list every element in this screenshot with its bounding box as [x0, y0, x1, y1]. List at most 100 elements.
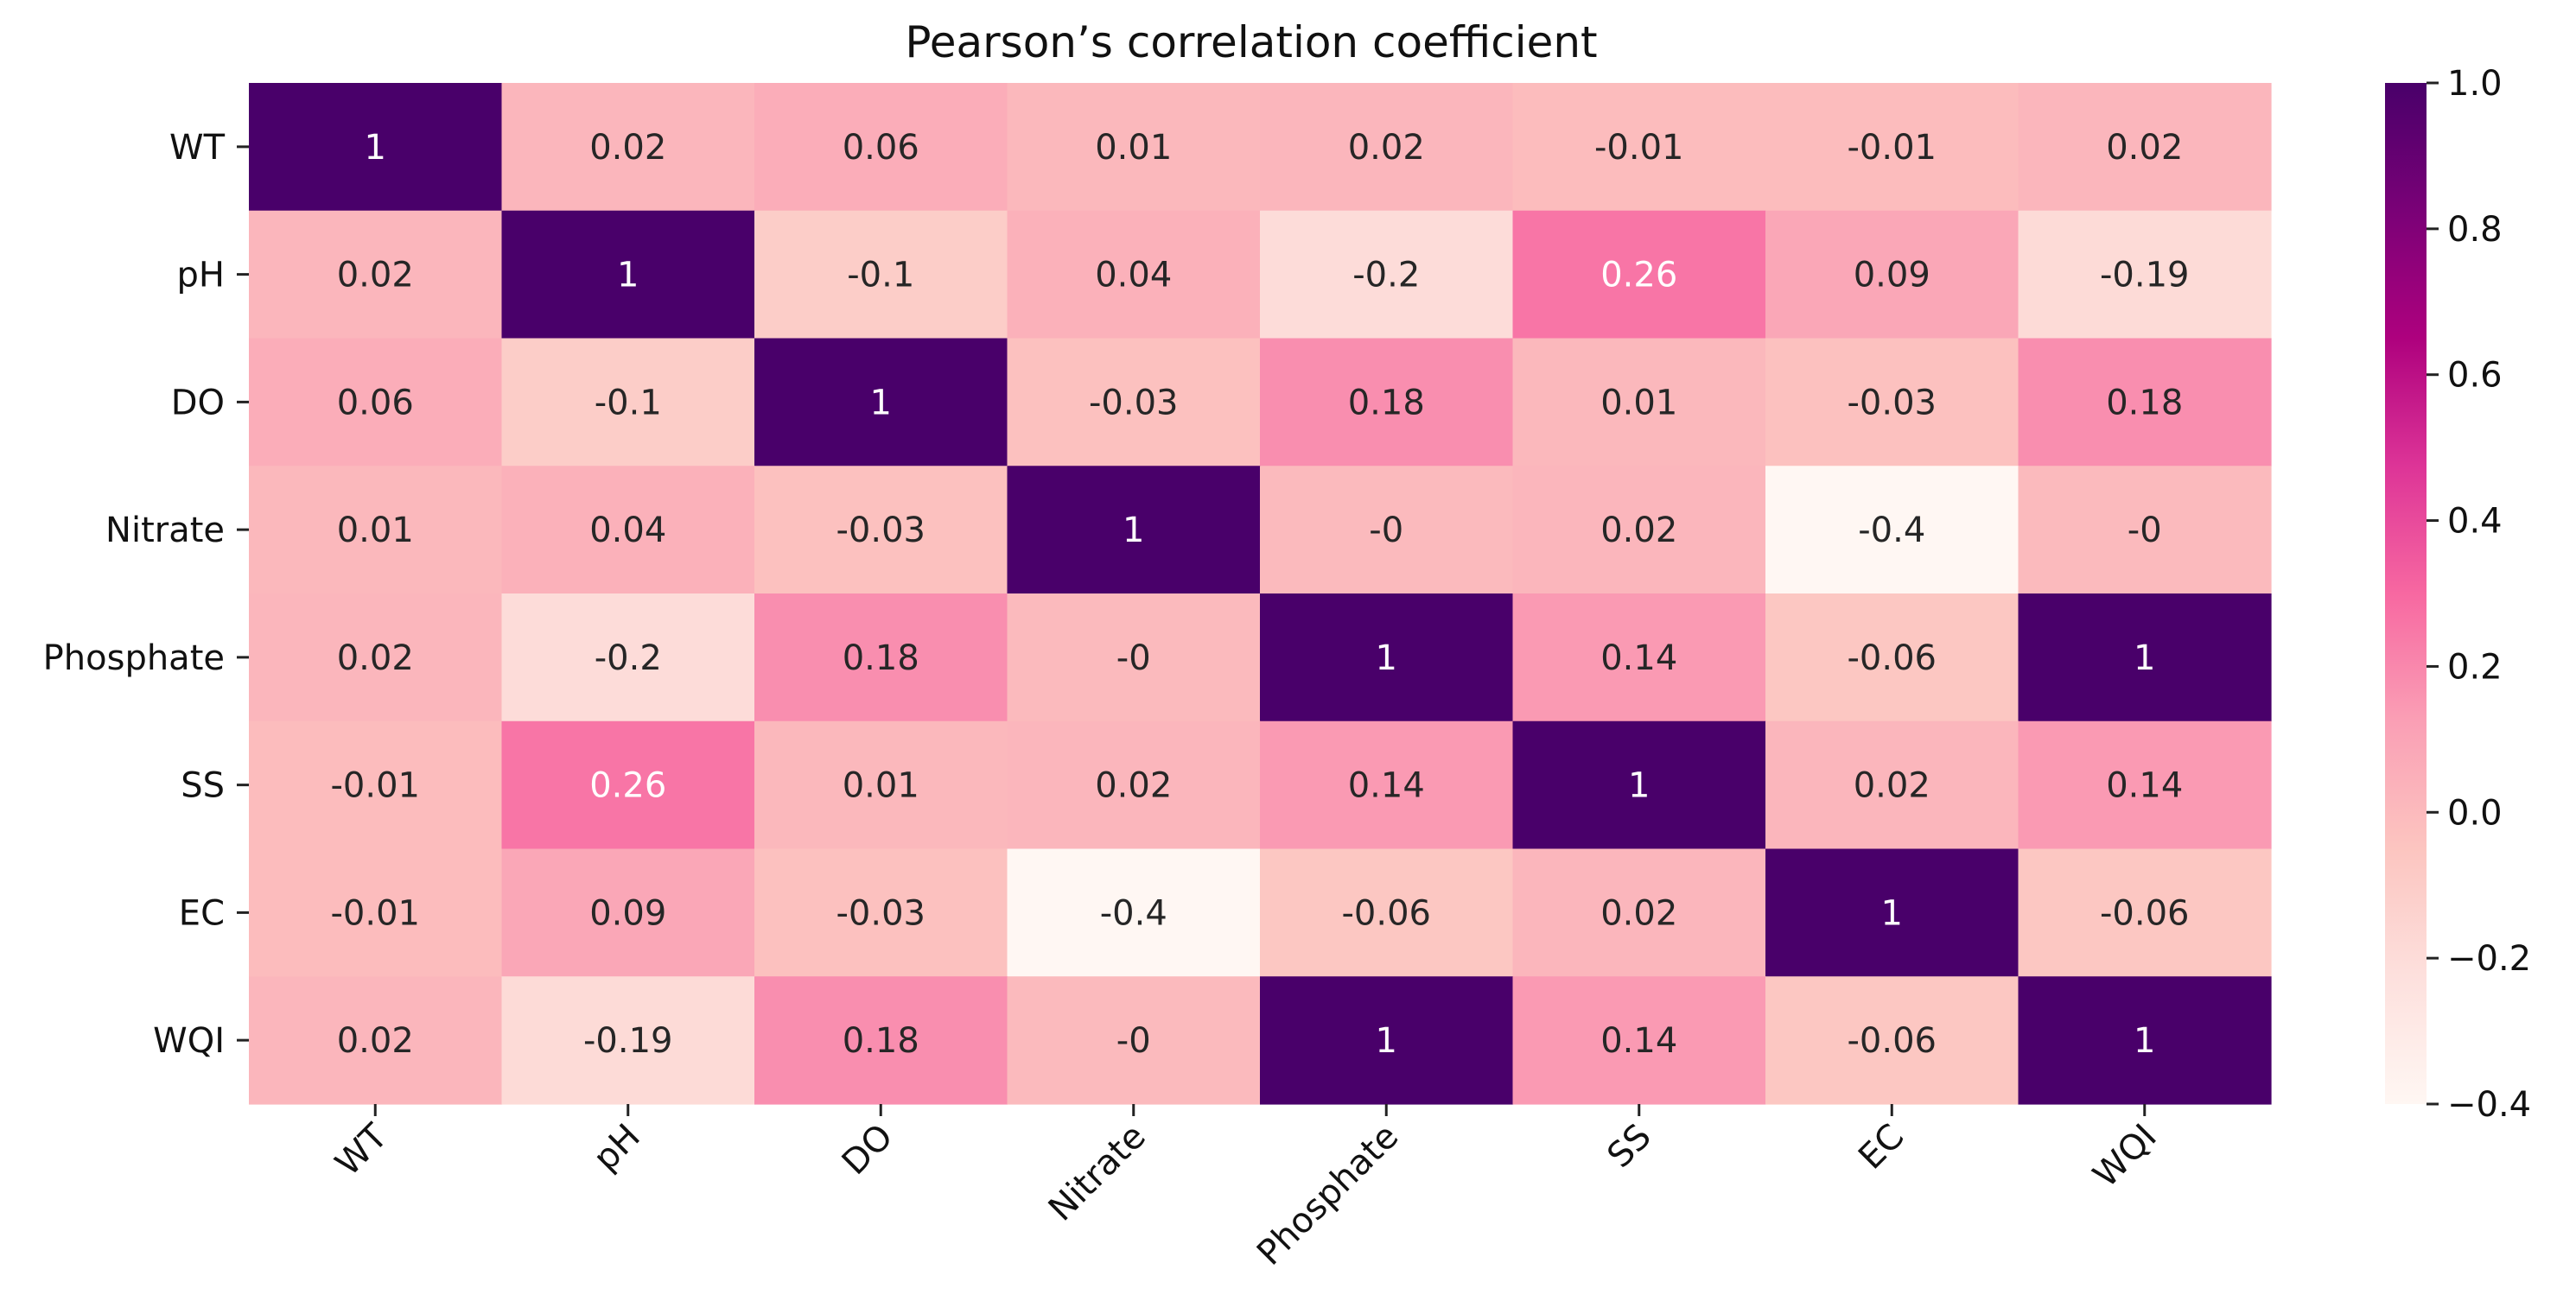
cell-annotation: 0.02: [1600, 511, 1677, 550]
cell-annotation: 0.02: [1854, 766, 1930, 806]
colorbar-tick-label: −0.2: [2447, 939, 2531, 979]
heatmap-cell: [754, 210, 1008, 340]
x-tick-label: Phosphate: [1250, 1117, 1406, 1273]
y-tick-label: Nitrate: [105, 511, 225, 550]
cell-annotations: 1 0.02 0.06 0.01 0.02 -0.01 -0.01 0.02 0.02 1 -0.1…: [331, 128, 2190, 1061]
y-tick-label: DO: [171, 383, 225, 422]
cell-annotation: -0.03: [1848, 383, 1937, 422]
cell-annotation: -0.2: [1352, 256, 1420, 295]
y-tick-label: WT: [169, 128, 226, 168]
colorbar-tick-label: 1.0: [2447, 64, 2503, 104]
heatmap-cell: [2018, 720, 2272, 850]
heatmap-cell: [754, 848, 1008, 977]
heatmap-cell: [1765, 210, 2019, 340]
cell-annotation: 1: [1123, 511, 1144, 550]
y-tick-label: EC: [179, 893, 225, 933]
heatmap-cell: [1260, 83, 1514, 212]
heatmap-cell: [249, 848, 503, 977]
heatmap-cell: [2018, 848, 2272, 977]
cell-annotation: 0.18: [2106, 383, 2183, 422]
colorbar-tick-label: 0.8: [2447, 210, 2503, 250]
x-tick-label: pH: [586, 1117, 648, 1179]
heatmap-cell: [249, 338, 503, 466]
colorbar-tick-label: 0.6: [2447, 356, 2503, 396]
colorbar-tick-label: −0.4: [2447, 1085, 2531, 1125]
cell-annotation: -0: [1369, 511, 1403, 550]
cell-annotation: -0.01: [1594, 128, 1684, 168]
x-tick-label: Nitrate: [1041, 1117, 1154, 1229]
y-axis: WT pH DO Nitrate Phosphate SS EC WQI: [43, 128, 249, 1061]
cell-annotation: 0.26: [1600, 256, 1677, 295]
cell-annotation: 0.18: [843, 1021, 919, 1061]
heatmap-cell: [1512, 720, 1766, 850]
cell-annotation: -0.1: [595, 383, 662, 422]
colorbar-tick-label: 0.2: [2447, 647, 2503, 687]
heatmap-cell: [2018, 338, 2272, 466]
heatmap-cell: [1007, 593, 1261, 722]
cell-annotation: 0.14: [1600, 638, 1677, 678]
heatmap-cell: [249, 210, 503, 340]
cell-annotation: -0.06: [1342, 893, 1432, 933]
heatmap-cell: [1765, 338, 2019, 466]
cell-annotation: 0.18: [843, 638, 919, 678]
cell-annotation: -0.06: [1848, 1021, 1937, 1061]
x-axis: WT pH DO Nitrate Phosphate SS EC WQI: [328, 1104, 2165, 1273]
heatmap-cell: [754, 466, 1008, 594]
cell-annotation: -0.01: [331, 893, 421, 933]
heatmap-cell: [501, 720, 755, 850]
heatmap-cell: [1007, 466, 1261, 594]
y-tick-label: SS: [181, 766, 225, 806]
cell-annotation: 0.18: [1348, 383, 1425, 422]
heatmap-cell: [1512, 210, 1766, 340]
cell-annotation: 0.02: [337, 1021, 414, 1061]
cell-annotation: 0.01: [1600, 383, 1677, 422]
heatmap-cell: [1512, 848, 1766, 977]
y-tick-label: WQI: [153, 1021, 225, 1061]
heatmap-cell: [1007, 83, 1261, 212]
colorbar-tick-label: 0.0: [2447, 793, 2503, 833]
heatmap-cell: [754, 338, 1008, 466]
heatmap-cell: [1260, 720, 1514, 850]
cell-annotation: -0.19: [583, 1021, 673, 1061]
heatmap-cell: [1512, 338, 1766, 466]
cell-annotation: 1: [1628, 766, 1650, 806]
heatmap-cell: [2018, 83, 2272, 212]
heatmap-cell: [501, 593, 755, 722]
cell-annotation: 0.14: [1348, 766, 1425, 806]
heatmap-cell: [249, 83, 503, 212]
heatmap-cell: [249, 720, 503, 850]
heatmap-cell: [1260, 466, 1514, 594]
cell-annotation: 0.02: [2106, 128, 2183, 168]
heatmap-cell: [1007, 976, 1261, 1105]
heatmap-cell: [249, 976, 503, 1105]
heatmap-cell: [2018, 210, 2272, 340]
cell-annotation: 0.02: [1095, 766, 1172, 806]
heatmap-cell: [1765, 976, 2019, 1105]
cell-annotation: 0.04: [589, 511, 666, 550]
heatmap-cell: [1512, 83, 1766, 212]
x-tick-label: WT: [328, 1116, 396, 1184]
heatmap-cells: [249, 83, 2272, 1105]
cell-annotation: 0.04: [1095, 256, 1172, 295]
cell-annotation: 1: [870, 383, 892, 422]
cell-annotation: 0.09: [589, 893, 666, 933]
colorbar-ticks: 1.0 0.8 0.6 0.4 0.2 0.0 −0.2 −0.4: [2427, 64, 2531, 1125]
x-tick-label: DO: [835, 1117, 901, 1184]
cell-annotation: 0.02: [337, 638, 414, 678]
heatmap-cell: [1512, 593, 1766, 722]
y-tick-label: pH: [177, 256, 225, 295]
cell-annotation: 1: [617, 256, 639, 295]
cell-annotation: -0: [1116, 638, 1151, 678]
heatmap-cell: [501, 976, 755, 1105]
heatmap-cell: [1007, 848, 1261, 977]
cell-annotation: -0.4: [1858, 511, 1925, 550]
cell-annotation: -0.03: [836, 511, 926, 550]
chart-title: Pearson’s correlation coefficient: [905, 17, 1597, 67]
cell-annotation: -0.01: [331, 766, 421, 806]
heatmap-cell: [2018, 593, 2272, 722]
heatmap-cell: [1765, 593, 2019, 722]
cell-annotation: 0.02: [1600, 893, 1677, 933]
heatmap-cell: [1765, 848, 2019, 977]
cell-annotation: -0: [2128, 511, 2162, 550]
heatmap-cell: [249, 466, 503, 594]
